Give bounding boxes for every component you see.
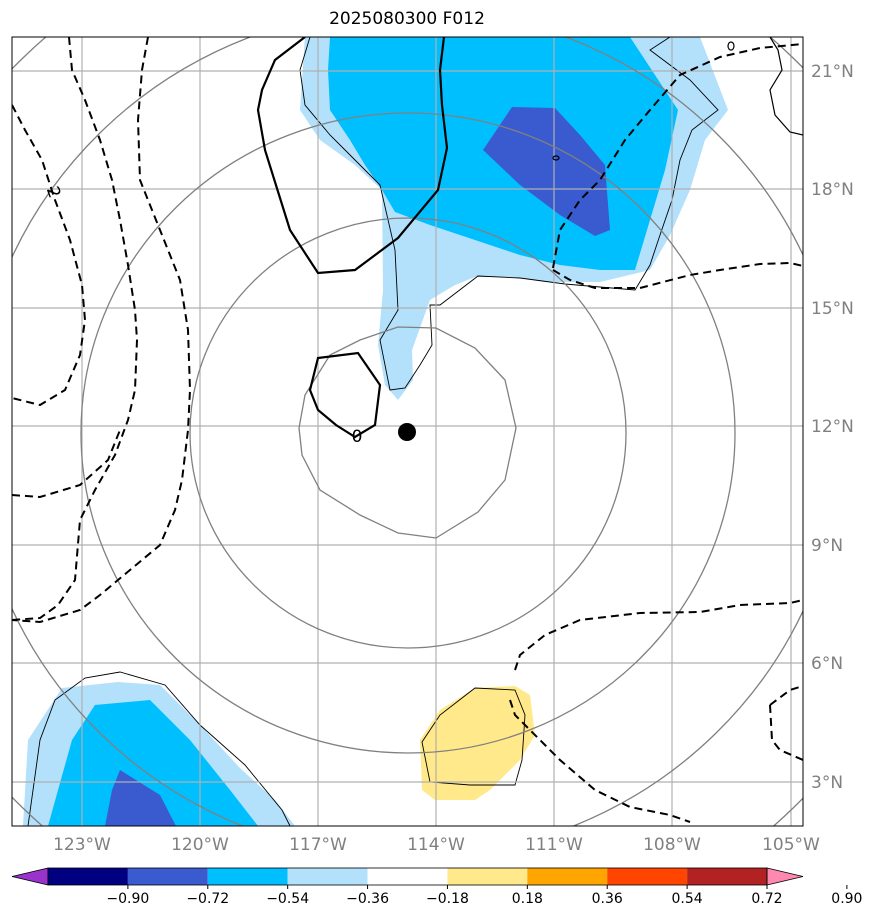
lat-label-12n: 12°N bbox=[811, 417, 854, 437]
colorbar-segment bbox=[447, 868, 528, 885]
lon-label-108w: 108°W bbox=[643, 835, 701, 855]
graticule bbox=[12, 37, 803, 826]
coastline bbox=[552, 37, 803, 161]
lon-axis-labels: 123°W 120°W 117°W 114°W 111°W 108°W 105°… bbox=[53, 835, 820, 855]
shading-layer bbox=[23, 37, 728, 826]
colorbar-tick-label: −0.90 bbox=[106, 891, 149, 907]
shade-yellow-positive bbox=[420, 686, 535, 800]
figure-title: 2025080300 F012 bbox=[329, 9, 485, 29]
colorbar-segment bbox=[527, 868, 608, 885]
colorbar-frame bbox=[47, 867, 768, 886]
colorbar-tick-label: 0.36 bbox=[592, 891, 623, 907]
colorbar-segment bbox=[367, 868, 448, 885]
plot-frame bbox=[11, 36, 804, 827]
colorbar-tick-label: −0.18 bbox=[426, 891, 469, 907]
colorbar: −0.90 −0.72 −0.54 −0.36 −0.18 0.18 0.36 0.54 0.7… bbox=[11, 867, 862, 907]
lon-label-117w: 117°W bbox=[289, 835, 347, 855]
colorbar-tick-label: −0.36 bbox=[346, 891, 389, 907]
colorbar-extend-low bbox=[11, 867, 49, 886]
colorbar-tick-label: 0.72 bbox=[751, 891, 782, 907]
lat-label-6n: 6°N bbox=[811, 654, 843, 674]
lon-label-120w: 120°W bbox=[171, 835, 229, 855]
lat-label-3n: 3°N bbox=[811, 773, 843, 793]
lat-label-15n: 15°N bbox=[811, 299, 854, 319]
thin-outline-layer bbox=[27, 37, 719, 826]
lat-label-9n: 9°N bbox=[811, 536, 843, 556]
colorbar-tick-label: −0.72 bbox=[186, 891, 229, 907]
colorbar-segment bbox=[48, 868, 128, 885]
colorbar-tick-label: 0.90 bbox=[831, 891, 862, 907]
lon-label-123w: 123°W bbox=[53, 835, 111, 855]
dashed-contours bbox=[12, 37, 803, 823]
lon-label-105w: 105°W bbox=[762, 835, 820, 855]
lat-label-18n: 18°N bbox=[811, 180, 854, 200]
colorbar-tick-label: 0.18 bbox=[512, 891, 543, 907]
colorbar-segment bbox=[687, 868, 767, 885]
lat-label-21n: 21°N bbox=[811, 62, 854, 82]
colorbar-tick-label: 0.54 bbox=[672, 891, 703, 907]
colorbar-segment bbox=[607, 868, 688, 885]
lon-label-111w: 111°W bbox=[525, 835, 583, 855]
lon-label-114w: 114°W bbox=[407, 835, 465, 855]
lat-axis-labels: 21°N 18°N 15°N 12°N 9°N 6°N 3°N bbox=[811, 62, 854, 793]
shade-dark-blue-south bbox=[105, 770, 176, 826]
storm-center-marker bbox=[398, 423, 416, 441]
contour-label-2: 2 bbox=[42, 184, 64, 201]
colorbar-segment bbox=[287, 868, 368, 885]
shade-medium-blue-south bbox=[48, 700, 258, 826]
colorbar-segment bbox=[127, 868, 208, 885]
solid-contours bbox=[256, 37, 449, 439]
colorbar-tick-label: −0.54 bbox=[266, 891, 309, 907]
colorbar-extend-high bbox=[766, 867, 804, 886]
colorbar-segment bbox=[207, 868, 288, 885]
contour-label-0: 0 bbox=[352, 427, 363, 447]
